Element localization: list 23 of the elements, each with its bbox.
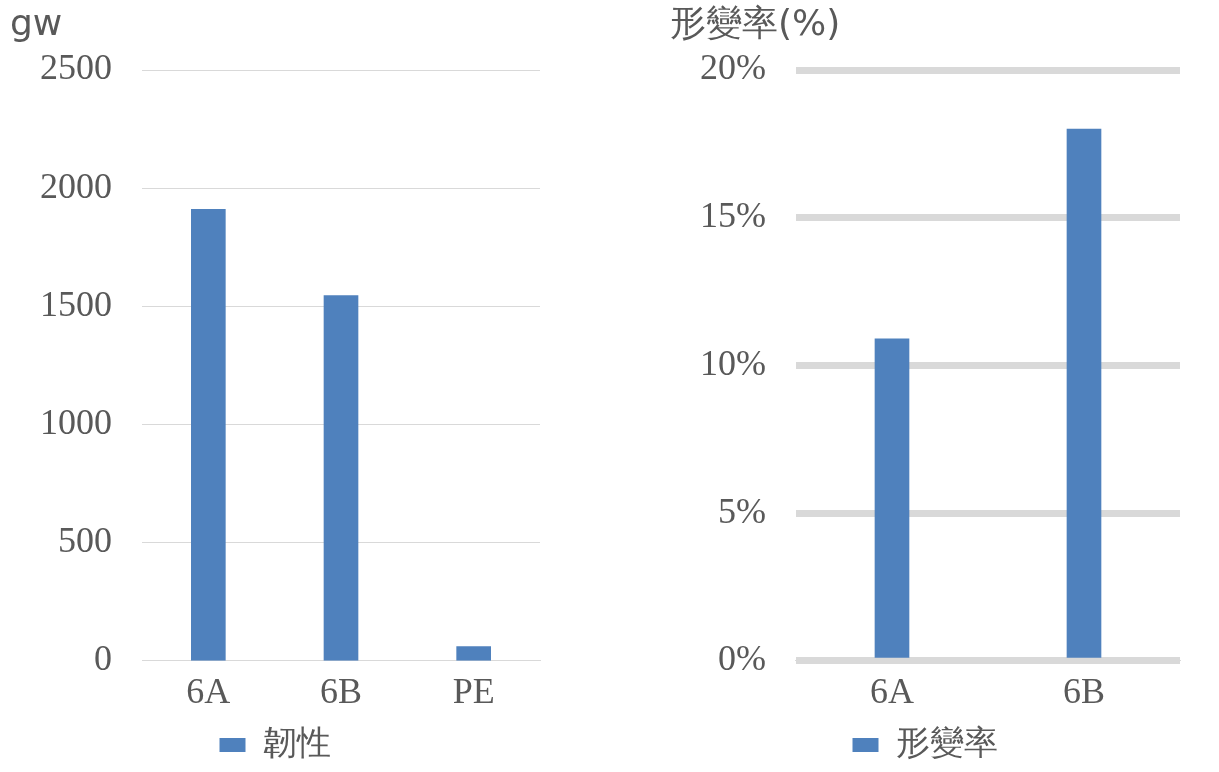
x-tick-label: 6A <box>869 670 914 711</box>
y-tick-label: 10% <box>699 342 766 383</box>
y-tick-label: 0% <box>717 638 766 679</box>
y-tick-label: 1000 <box>40 401 112 442</box>
x-tick-label: 6A <box>186 670 231 711</box>
x-tick-label: 6B <box>319 670 363 711</box>
bar <box>456 646 491 661</box>
y-tick-label: 500 <box>58 520 112 561</box>
x-tick-label: PE <box>452 670 495 711</box>
y-axis-title: 形變率(%) <box>670 2 841 44</box>
bar <box>191 209 226 661</box>
legend-label: 韌性 <box>262 721 331 762</box>
y-tick-label: 0 <box>94 638 112 679</box>
y-tick-label: 5% <box>717 490 766 531</box>
y-tick-label: 15% <box>699 195 766 236</box>
x-tick-label: 6B <box>1062 670 1105 711</box>
bar <box>323 295 359 661</box>
y-axis-title: gw <box>10 2 63 44</box>
y-tick-label: 20% <box>699 47 766 88</box>
y-tick-label: 2000 <box>40 165 112 206</box>
legend-label: 形變率 <box>895 721 998 762</box>
y-tick-label: 2500 <box>40 47 112 88</box>
y-tick-label: 1500 <box>40 283 112 324</box>
